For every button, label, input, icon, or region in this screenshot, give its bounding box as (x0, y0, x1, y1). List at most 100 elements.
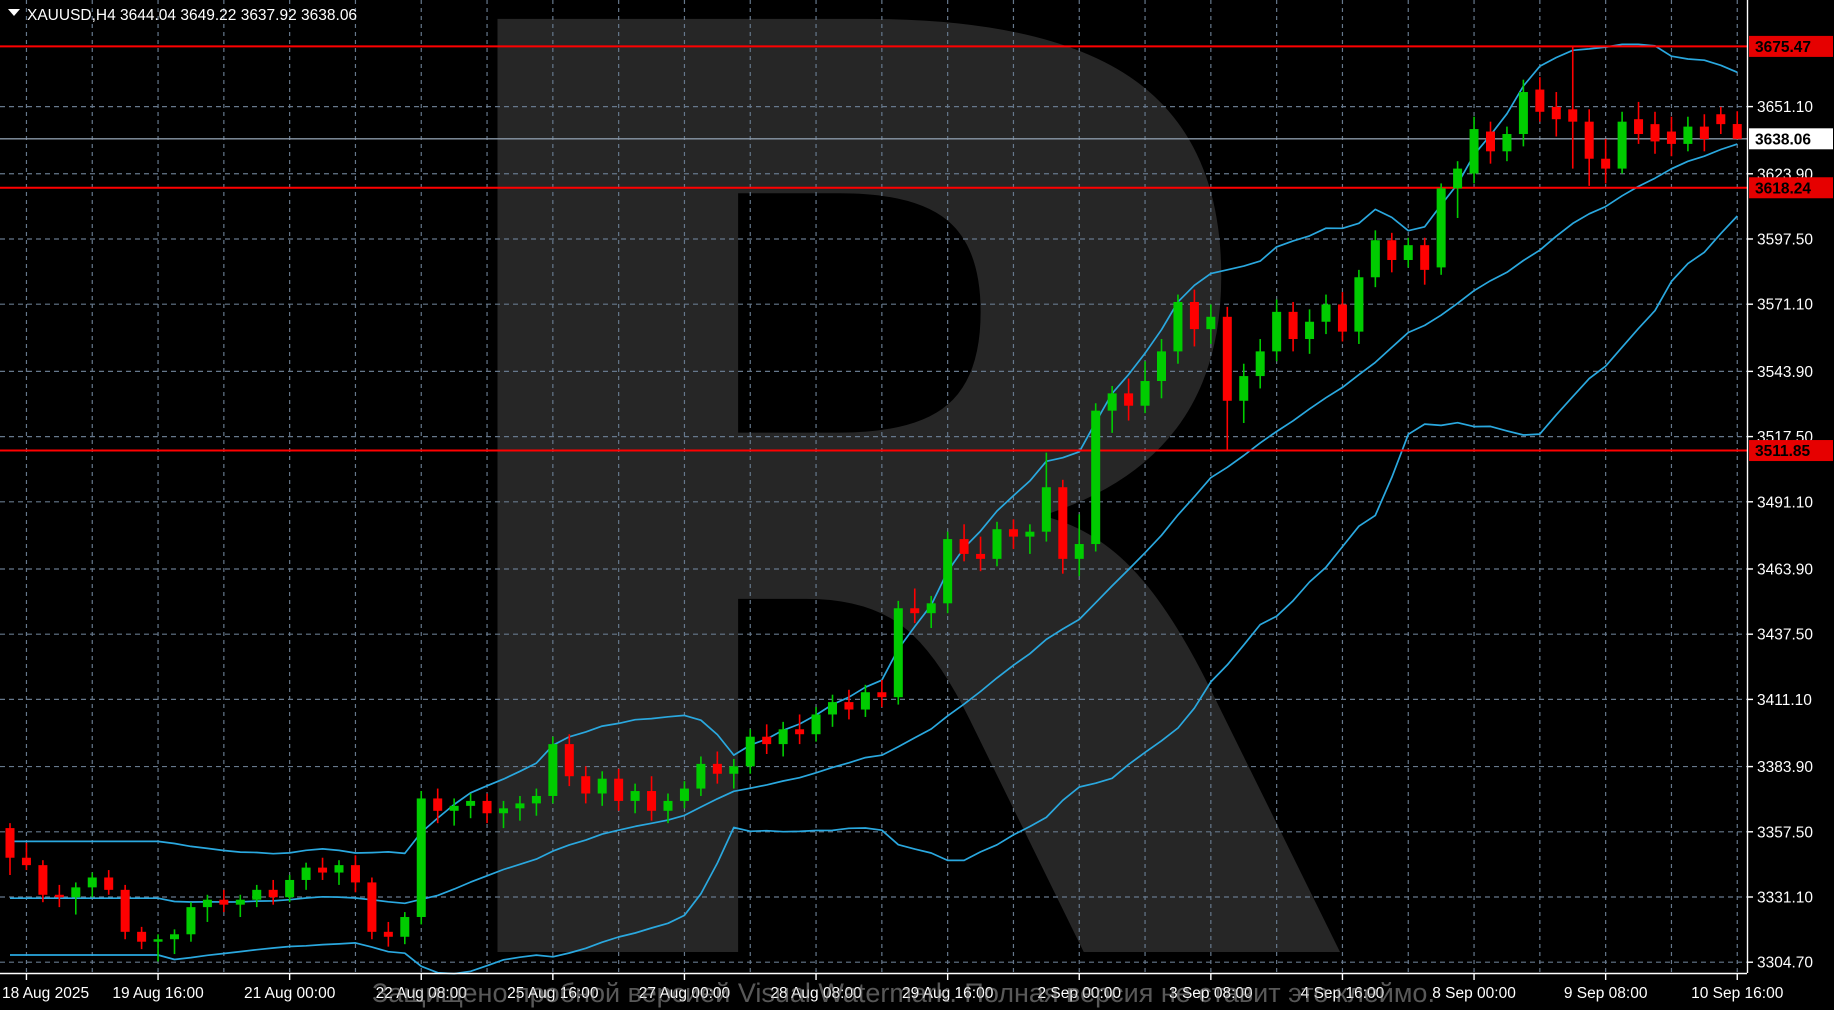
candle-body (893, 608, 903, 698)
candle-body (252, 889, 262, 900)
price-axis-label: 3437.50 (1757, 627, 1813, 644)
candle-body (1288, 311, 1298, 340)
candle-body (1337, 304, 1347, 332)
candle-body (71, 887, 81, 898)
price-axis-label: 3491.10 (1757, 494, 1813, 511)
candle-body (1518, 92, 1528, 135)
candle-body (1683, 126, 1693, 144)
bollinger-bands (10, 43, 1738, 975)
candle-body (170, 934, 179, 940)
candle-body (383, 931, 393, 937)
title-bar: XAUUSD,H4 3644.04 3649.22 3637.92 3638.0… (8, 7, 357, 24)
time-axis-label: 18 Aug 2025 (2, 985, 89, 1002)
price-badge (1749, 35, 1833, 57)
candle-body (416, 798, 426, 918)
candle-body (926, 603, 936, 614)
candle-body (38, 865, 48, 895)
candle-body (614, 778, 624, 801)
trial-watermark-text: Защищено пробной версией Visual Watermar… (372, 978, 1435, 1008)
candle-body (202, 899, 212, 908)
price-axis-label: 3463.90 (1757, 561, 1813, 578)
candle-body (137, 931, 147, 942)
candle-body (877, 692, 887, 698)
candle-body (1551, 106, 1561, 120)
candle-body (1403, 245, 1413, 260)
candle-body (54, 894, 64, 898)
candle-body (1732, 124, 1742, 139)
time-axis-label: 28 Aug 08:00 (770, 985, 862, 1002)
candle-body (1025, 531, 1035, 537)
candle-body (1568, 109, 1578, 122)
candle-body (696, 763, 706, 789)
candle-body (828, 702, 837, 715)
time-axis-label: 2 Sep 00:00 (1037, 985, 1121, 1002)
candle-body (350, 865, 360, 883)
candle-body (367, 882, 377, 932)
candle-body (1157, 351, 1166, 382)
candle-body (910, 608, 920, 614)
candle-body (1041, 487, 1051, 532)
price-axis-label: 3331.10 (1757, 890, 1813, 907)
chart-title: XAUUSD,H4 3644.04 3649.22 3637.92 3638.0… (27, 7, 357, 24)
candle-body (1453, 168, 1463, 189)
price-axis-label: 3571.10 (1757, 297, 1813, 314)
candle-body (778, 729, 788, 745)
candle-body (1699, 126, 1709, 139)
candle-body (1354, 277, 1364, 332)
candle-body (1666, 131, 1676, 144)
candle-body (1272, 311, 1282, 352)
candle-body (581, 776, 591, 794)
candle-body (762, 736, 772, 745)
candle-body (943, 539, 953, 604)
candle-body (647, 791, 657, 811)
bollinger-upper-line (10, 43, 1738, 855)
candle-body (1617, 121, 1627, 169)
candle-body (1189, 301, 1199, 330)
time-axis-label: 27 Aug 00:00 (639, 985, 731, 1002)
price-axis-label: 3597.50 (1757, 231, 1813, 248)
candle-body (679, 788, 689, 801)
time-axis-label: 25 Aug 16:00 (507, 985, 599, 1002)
candle-body (548, 744, 558, 796)
price-axis-label: 3357.50 (1757, 824, 1813, 841)
time-axis-label: 9 Sep 08:00 (1564, 985, 1648, 1002)
candle-body (1370, 240, 1380, 278)
price-badge (1749, 177, 1833, 199)
candle-body (844, 702, 854, 710)
candles (5, 46, 1742, 962)
candle-body (959, 539, 969, 554)
candle-body (515, 803, 525, 809)
price-axis[interactable]: 3651.103623.903597.503571.103543.903517.… (1746, 0, 1833, 973)
price-badge-label: 3675.47 (1755, 39, 1811, 56)
candle-body (1420, 245, 1430, 270)
candle-body (334, 865, 344, 873)
time-axis[interactable]: 18 Aug 2025 19 Aug 16:00 21 Aug 00:00 22 Au… (0, 972, 1784, 1002)
time-axis-label: 21 Aug 00:00 (244, 985, 336, 1002)
candle-body (860, 692, 870, 710)
candle-body (745, 736, 755, 767)
candle-body (564, 744, 574, 777)
time-axis-label: 4 Sep 16:00 (1301, 985, 1385, 1002)
candle-body (1387, 240, 1397, 260)
candle-body (466, 800, 476, 806)
candle-body (1107, 393, 1117, 411)
candle-body (285, 879, 295, 898)
price-badge (1749, 128, 1833, 150)
symbol-collapse-icon[interactable] (8, 9, 20, 16)
candle-body (1469, 129, 1479, 174)
candle-body (433, 798, 443, 811)
candle-body (235, 899, 245, 905)
candle-body (712, 763, 722, 774)
price-axis-label: 3543.90 (1757, 364, 1813, 381)
candle-body (21, 857, 31, 866)
candle-body (400, 917, 410, 937)
candle-body (531, 795, 541, 804)
price-badge-label: 3511.85 (1755, 443, 1811, 460)
candle-body (630, 791, 640, 801)
candle-body (449, 805, 459, 811)
candle-body (318, 867, 328, 873)
time-axis-label: 8 Sep 00:00 (1432, 985, 1516, 1002)
price-axis-label: 3411.10 (1757, 692, 1812, 709)
watermark-letter: R (380, 0, 1366, 1010)
